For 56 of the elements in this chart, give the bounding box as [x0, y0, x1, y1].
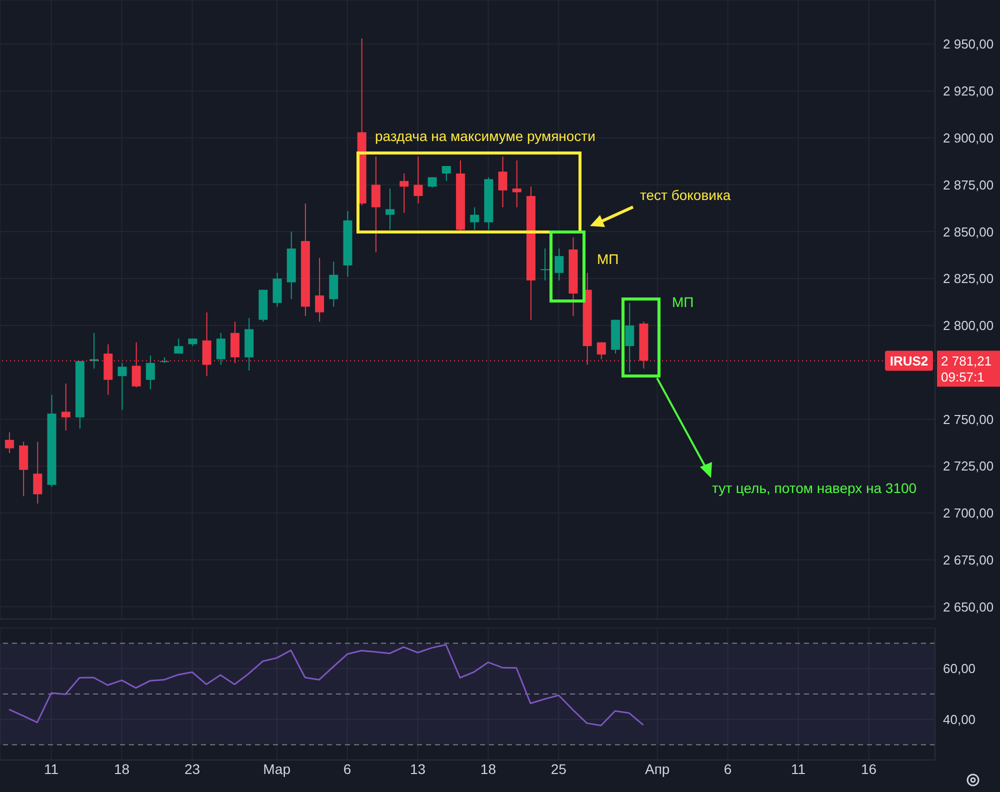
- candlestick: [498, 156, 508, 208]
- x-tick-label: 18: [114, 760, 130, 777]
- x-tick-label: 16: [860, 760, 877, 777]
- candlestick: [470, 206, 480, 230]
- line-series: [8, 644, 644, 726]
- y-tick-label: 60,00: [943, 661, 976, 676]
- x-tick-label: 13: [410, 760, 426, 777]
- y-tick-label: 2 675,00: [943, 552, 994, 568]
- candlestick: [146, 354, 155, 390]
- candlestick: [174, 338, 184, 354]
- annotation: тут цель, потом наверх на 3100: [712, 480, 917, 496]
- text: 2 781,21: [941, 354, 992, 369]
- candlestick: [596, 342, 606, 360]
- candlestick: [400, 173, 409, 214]
- candlestick: [442, 166, 451, 182]
- x-tick-label: 18: [480, 760, 496, 777]
- y-tick-label: 2 650,00: [943, 599, 994, 614]
- x-tick-label: 23: [184, 760, 200, 777]
- annotation: МП: [672, 294, 694, 310]
- y-tick-label: 2 825,00: [943, 271, 994, 286]
- x-tick-label: 11: [44, 760, 59, 777]
- annotation: раздача на максимуме румяности: [375, 128, 596, 144]
- candlestick: [414, 156, 423, 204]
- candlestick: [216, 332, 226, 366]
- y-tick-label: 2 950,00: [943, 36, 994, 52]
- ref-line-label: IRUS2: [890, 354, 928, 369]
- candlestick: [118, 362, 127, 410]
- y-tick-label: 2 925,00: [943, 84, 994, 99]
- x-tick-label: 25: [550, 760, 567, 777]
- y-tick-label: 2 800,00: [943, 318, 994, 334]
- candlestick: [315, 257, 324, 322]
- x-tick-label: 11: [791, 760, 806, 777]
- candlestick: [625, 302, 634, 373]
- text: 09:57:1: [941, 370, 984, 385]
- candlestick: [540, 248, 550, 281]
- y-tick-label: 2 725,00: [943, 458, 994, 474]
- candlestick: [61, 383, 70, 431]
- x-tick-label: Мар: [263, 760, 291, 777]
- x-tick-label: Апр: [644, 760, 670, 777]
- y-tick-label: 2 700,00: [943, 506, 994, 521]
- x-tick-label: 6: [724, 760, 732, 777]
- candlestick: [554, 248, 564, 281]
- annotation: МП: [597, 251, 619, 267]
- candlestick: [4, 432, 14, 454]
- candlestick: [371, 156, 380, 253]
- candlestick: [512, 160, 522, 208]
- y-tick-label: 2 875,00: [943, 177, 994, 192]
- y-tick-label: 2 900,00: [943, 130, 994, 146]
- y-tick-label: 40,00: [943, 712, 976, 727]
- candlestick: [90, 332, 99, 370]
- y-tick-label: 2 850,00: [943, 224, 994, 240]
- candlestick: [33, 441, 42, 504]
- y-tick-label: 2 750,00: [943, 412, 994, 427]
- candlestick: [386, 188, 395, 230]
- x-tick-label: 6: [343, 760, 352, 777]
- annotation: тест боковика: [640, 187, 731, 203]
